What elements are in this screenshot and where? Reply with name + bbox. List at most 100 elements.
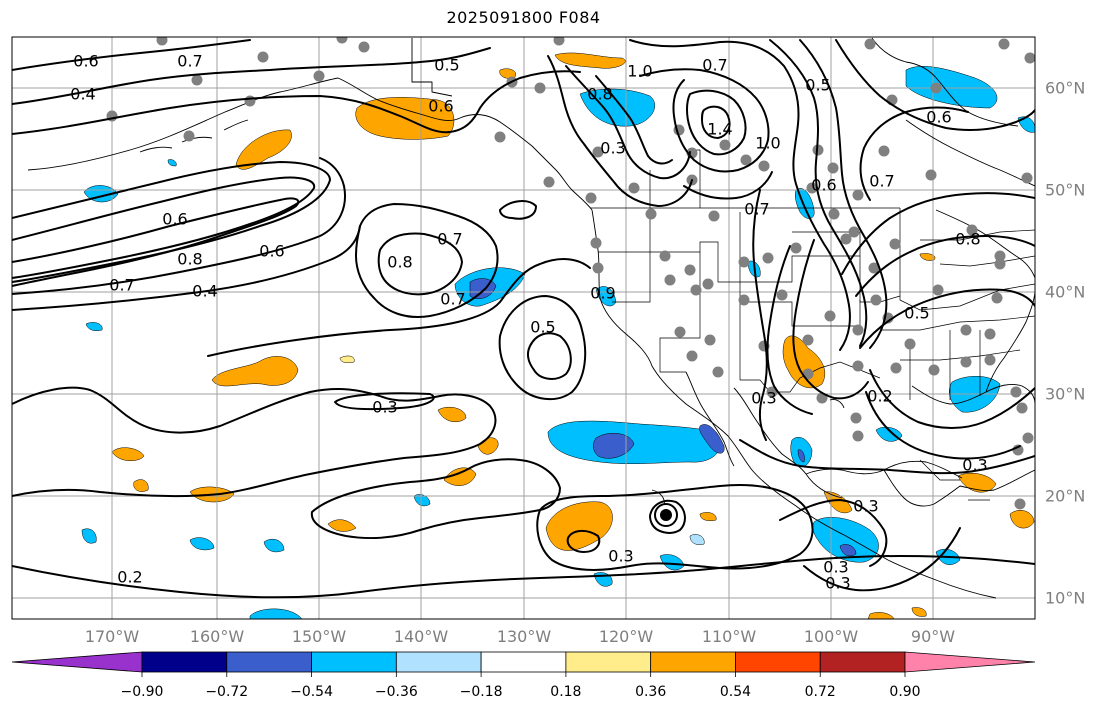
longitude-label: 120°W	[598, 627, 654, 646]
latitude-label: 10°N	[1045, 588, 1086, 608]
station-marker	[960, 324, 972, 336]
coastline	[685, 371, 735, 467]
latitude-label: 40°N	[1045, 282, 1086, 302]
station-marker	[870, 294, 882, 306]
anomaly-region	[554, 52, 626, 69]
station-marker	[828, 208, 840, 220]
colorbar-segment	[819, 651, 906, 673]
colorbar-segment	[226, 651, 312, 673]
contour-label: 1.4	[707, 120, 732, 139]
anomaly-region	[235, 129, 292, 170]
anomaly-region	[443, 467, 477, 486]
coastline	[337, 77, 593, 211]
anomaly-region	[547, 420, 721, 465]
longitude-label: 110°W	[701, 627, 757, 646]
contour-line	[803, 527, 961, 592]
anomaly-region	[579, 88, 655, 127]
contour-label: 0.4	[192, 282, 217, 301]
colorbar-tick-label: −0.18	[459, 684, 503, 700]
station-marker	[358, 41, 370, 53]
contour-line	[526, 332, 572, 380]
station-markers	[106, 37, 1035, 510]
station-marker	[738, 294, 750, 306]
coastline	[905, 119, 1035, 187]
longitude-label: 130°W	[496, 627, 552, 646]
station-marker	[864, 38, 876, 50]
colorbar-tick-label: 0.72	[804, 684, 836, 700]
station-marker	[674, 326, 686, 338]
contour-label: 0.6	[73, 52, 98, 71]
anomaly-region	[699, 424, 725, 454]
colorbar-tick-label: −0.54	[290, 684, 333, 700]
contour-line	[639, 68, 770, 173]
border	[740, 300, 861, 327]
border	[919, 459, 990, 501]
contour-line	[566, 530, 601, 553]
anomaly-region	[812, 517, 879, 563]
anomaly-region	[413, 494, 431, 507]
anomaly-region	[189, 537, 215, 551]
circulation-center	[654, 503, 678, 527]
contour-line	[12, 393, 497, 498]
border	[612, 212, 651, 303]
coastline	[935, 209, 1035, 279]
anomaly-region	[327, 519, 357, 532]
contour-label: 0.6	[811, 176, 836, 195]
colorbar-segment	[735, 651, 821, 673]
station-marker	[1022, 432, 1034, 444]
station-marker	[998, 38, 1010, 50]
station-marker	[257, 51, 269, 63]
contour-line	[334, 392, 435, 411]
contour-line	[835, 39, 1035, 131]
anomaly-region	[437, 407, 467, 423]
map-title: 2025091800 F084	[446, 8, 601, 27]
border	[900, 349, 1021, 361]
contour-line	[859, 288, 1035, 349]
contour-line	[855, 235, 1035, 297]
colorbar-extend-high	[904, 651, 1036, 673]
anomaly-region	[111, 447, 145, 461]
anomaly-region	[593, 432, 635, 459]
colorbar-tick-label: 0.54	[719, 684, 752, 700]
contour-label: 0.7	[177, 52, 202, 71]
contour-label: 0.2	[117, 568, 142, 587]
station-marker	[960, 356, 972, 368]
contour-line	[869, 369, 1035, 429]
anomaly-region	[477, 437, 499, 455]
longitude-label: 90°W	[910, 627, 956, 646]
station-marker	[925, 169, 937, 181]
colorbar-segment	[395, 651, 482, 673]
latitude-label: 30°N	[1045, 384, 1086, 404]
colorbar-segment	[565, 651, 652, 673]
contour-label: 0.2	[867, 387, 892, 406]
contour-label: 0.5	[434, 56, 459, 75]
contour-label: 0.7	[702, 56, 727, 75]
contour-line	[12, 386, 441, 434]
station-marker	[850, 412, 862, 424]
anomaly-region	[797, 449, 805, 463]
contour-line	[547, 55, 693, 207]
anomaly-region	[85, 322, 103, 331]
anomaly-region	[545, 501, 613, 551]
coastline	[883, 469, 1035, 507]
colorbar-tick-label: 0.90	[889, 684, 921, 700]
latitude-label: 20°N	[1045, 486, 1086, 506]
station-marker	[868, 262, 880, 274]
border	[880, 315, 1035, 331]
colorbar-tick-label: −0.72	[205, 684, 249, 700]
station-marker	[790, 242, 802, 254]
station-marker	[1021, 172, 1033, 184]
contour-label: 0.7	[437, 230, 462, 249]
contour-line	[355, 203, 499, 318]
contour-label: 0.7	[109, 276, 134, 295]
contour-line	[12, 157, 346, 295]
station-marker	[852, 360, 864, 372]
station-marker	[1014, 498, 1026, 510]
contour-label: 0.7	[869, 172, 894, 191]
longitude-label: 150°W	[291, 627, 347, 646]
station-marker	[738, 256, 750, 268]
anomaly-region	[339, 355, 355, 364]
contour-label: 0.5	[904, 304, 929, 323]
station-marker	[776, 289, 788, 301]
contour-line	[595, 75, 673, 165]
